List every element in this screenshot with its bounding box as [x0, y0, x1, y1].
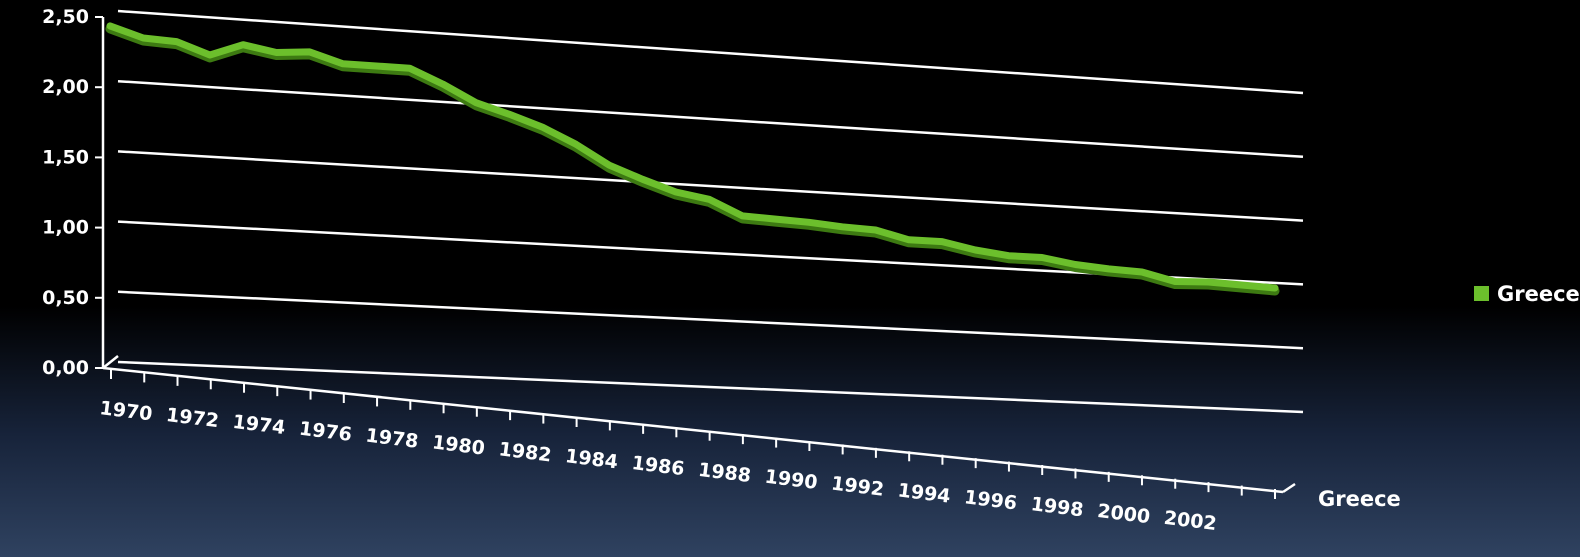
- gridline-5: [117, 9, 1304, 95]
- x-tick-label-1976: 1976: [298, 418, 353, 446]
- x-tick-label-1982: 1982: [497, 438, 552, 466]
- y-tick-label-4: 2,00: [42, 76, 89, 98]
- x-tick-label-2000: 2000: [1096, 500, 1151, 528]
- axes: [101, 17, 1296, 494]
- x-tick-label-1992: 1992: [830, 473, 885, 501]
- gridline-0: [117, 360, 1304, 414]
- y-tick-label-1: 0,50: [42, 287, 89, 309]
- gridlines: [117, 9, 1304, 414]
- x-tick-label-1970: 1970: [98, 397, 153, 425]
- x-tick-label-1980: 1980: [431, 431, 486, 459]
- x-tick-label-1984: 1984: [564, 445, 619, 473]
- series-layer: [105, 22, 1280, 296]
- x-axis: [102, 366, 1284, 494]
- x-tick-label-1998: 1998: [1030, 493, 1085, 521]
- x-tick-label-1988: 1988: [697, 459, 752, 487]
- depth-edge-right: [1282, 482, 1296, 494]
- x-tick-label-1978: 1978: [364, 425, 419, 453]
- gridline-4: [117, 79, 1304, 159]
- series-line-greece: [106, 22, 1279, 292]
- y-axis-ticks: 0,00 0,50 1,00 1,50 2,00 2,50: [42, 6, 103, 379]
- x-tick-label-1974: 1974: [231, 411, 286, 439]
- y-tick-label-3: 1,50: [42, 146, 89, 168]
- x-tick-label-2002: 2002: [1163, 507, 1218, 535]
- legend: Greece: [1474, 282, 1580, 306]
- x-tick-label-1972: 1972: [165, 404, 220, 432]
- depth-axis-label: Greece: [1318, 487, 1401, 511]
- x-tick-label-1994: 1994: [897, 479, 952, 507]
- y-tick-label-0: 0,00: [42, 357, 89, 379]
- gridline-3: [117, 150, 1304, 222]
- legend-swatch-greece: [1474, 286, 1489, 301]
- x-axis-ticks: 1970 1972 1974 1976 1978 1980 1982 1984 1986 1988…: [98, 369, 1276, 535]
- y-tick-label-5: 2,50: [42, 6, 89, 28]
- x-tick-label-1990: 1990: [764, 466, 819, 494]
- x-tick-label-1996: 1996: [963, 486, 1018, 514]
- legend-entry-greece: Greece: [1497, 282, 1580, 306]
- depth-edge-left: [102, 355, 119, 369]
- gridline-1: [117, 290, 1304, 350]
- y-tick-label-2: 1,00: [42, 217, 89, 239]
- x-tick-label-1986: 1986: [631, 452, 686, 480]
